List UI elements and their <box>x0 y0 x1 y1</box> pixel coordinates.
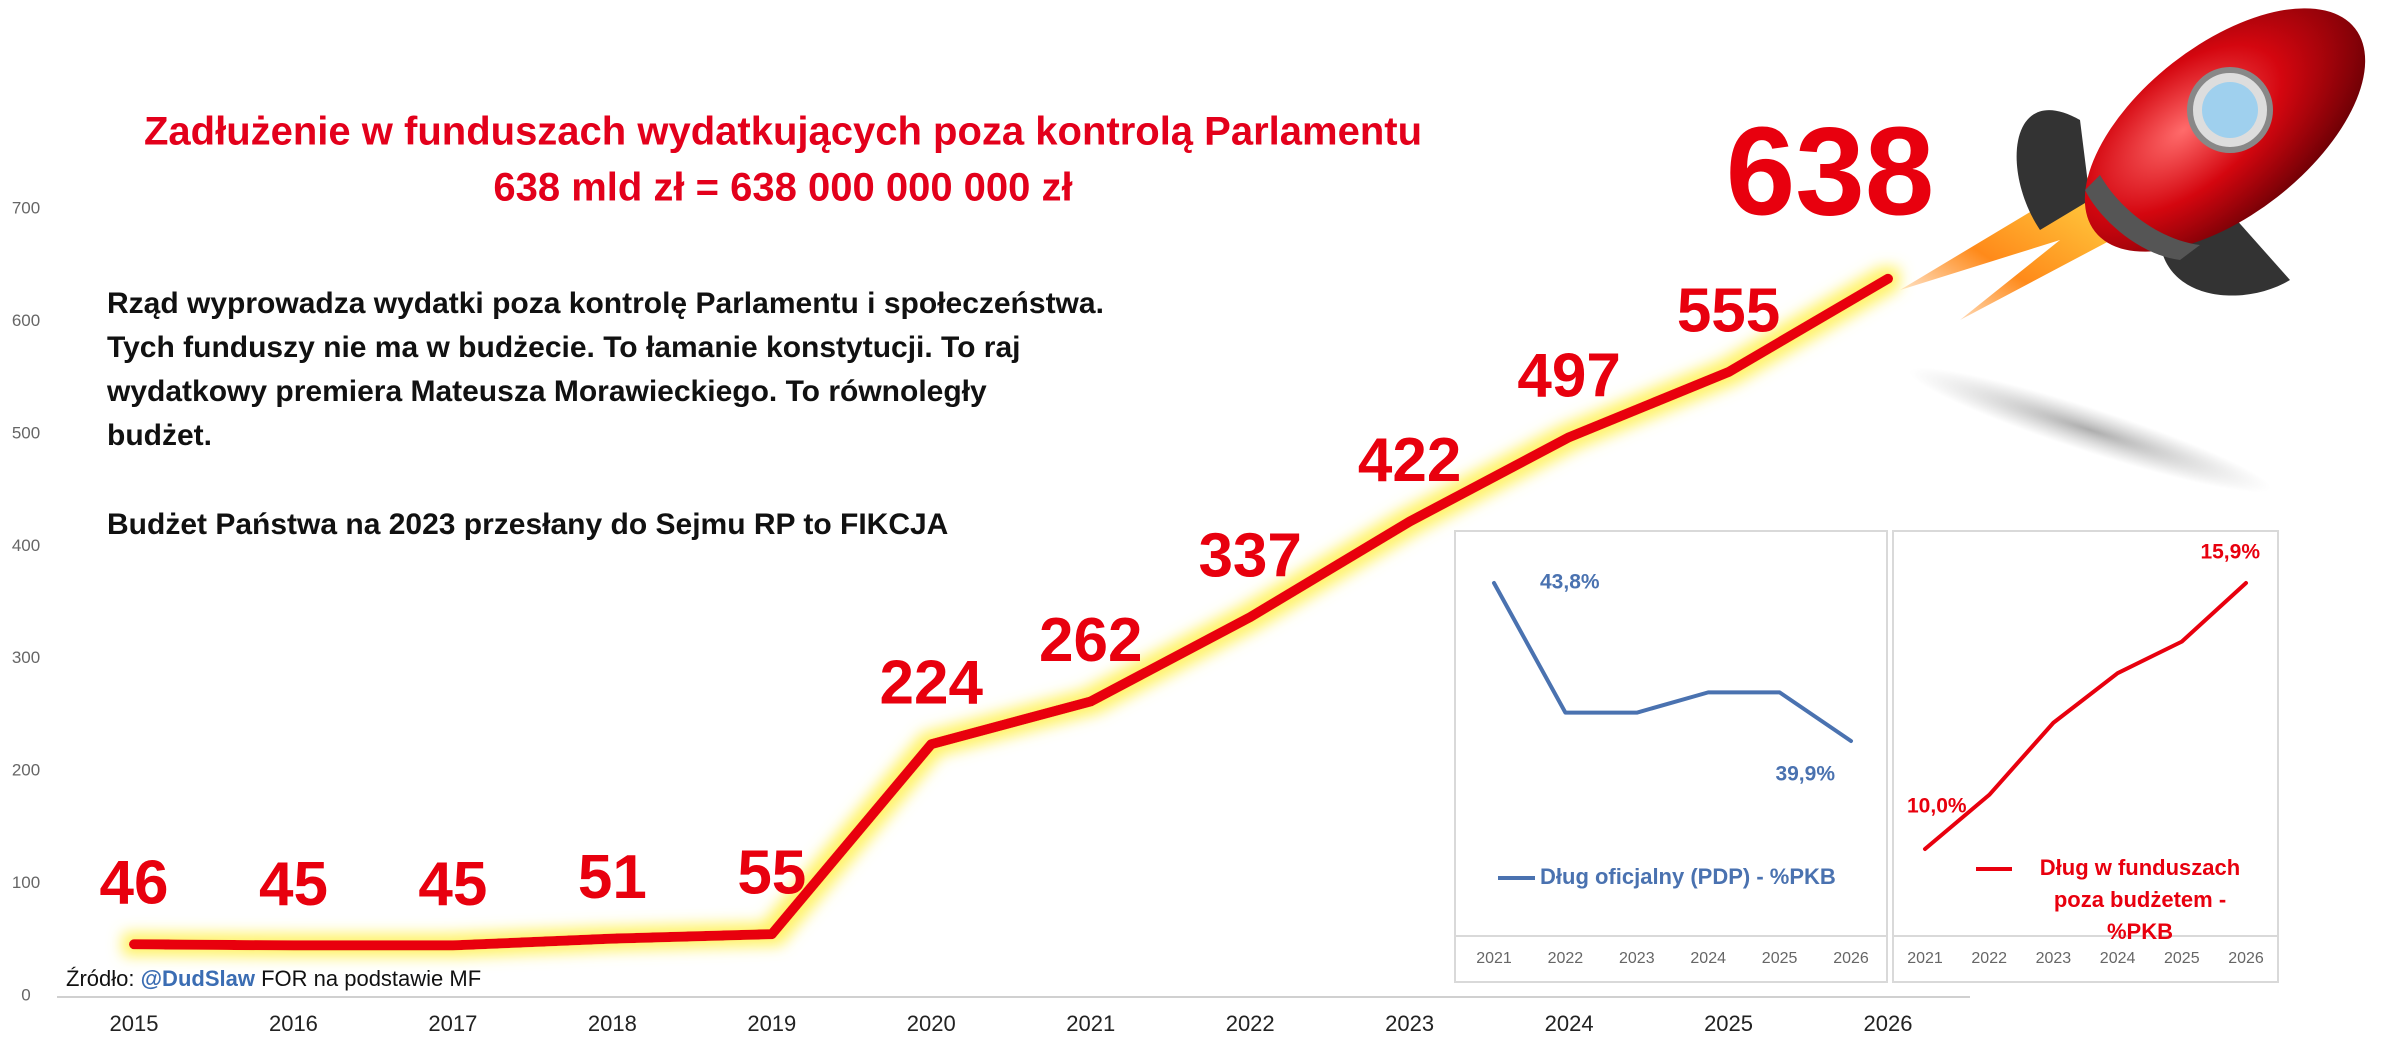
data-label: 555 <box>1677 276 1780 345</box>
x-tick-label: 2024 <box>2100 950 2136 967</box>
source-suffix: FOR na podstawie MF <box>261 966 482 991</box>
x-tick-label: 2020 <box>907 1011 956 1036</box>
data-line <box>129 273 1893 951</box>
x-tick-label: 2025 <box>1704 1011 1753 1036</box>
data-label: 55 <box>737 839 806 908</box>
inset-frame <box>1454 530 1888 983</box>
x-tick-label: 2021 <box>1476 950 1512 967</box>
chart-subtitle: 638 mld zł = 638 000 000 000 zł <box>493 166 1072 210</box>
x-tick-label: 2022 <box>1971 950 2007 967</box>
x-tick-label: 2025 <box>1762 950 1798 967</box>
data-line <box>1492 581 1853 743</box>
y-tick-label: 200 <box>12 761 40 780</box>
x-tick-label: 2018 <box>588 1011 637 1036</box>
x-tick-label: 2021 <box>1907 950 1943 967</box>
data-label: 337 <box>1198 521 1301 590</box>
rocket <box>1900 8 2366 493</box>
x-tick-label: 2016 <box>269 1011 318 1036</box>
data-label: 262 <box>1039 606 1142 675</box>
paragraph-line: budżet. <box>107 419 212 452</box>
legend-label: Dług oficjalny (PDP) - %PKB <box>1540 864 1836 889</box>
data-label: 45 <box>418 850 487 919</box>
data-label: 497 <box>1517 342 1620 411</box>
source-prefix: Źródło: <box>66 966 135 991</box>
source: Źródło: @DudSlaw FOR na podstawie MF <box>66 964 481 994</box>
y-tick-label: 500 <box>12 423 40 442</box>
data-line <box>1923 581 2248 851</box>
paragraph-line: Rząd wyprowadza wydatki poza kontrolę Pa… <box>107 287 1104 320</box>
data-label: 422 <box>1358 426 1461 495</box>
data-label: 224 <box>880 649 984 718</box>
x-tick-label: 2019 <box>747 1011 796 1036</box>
y-tick-label: 600 <box>12 311 40 330</box>
paragraph: Budżet Państwa na 2023 przesłany do Sejm… <box>107 508 949 541</box>
data-label: 10,0% <box>1907 795 1967 818</box>
x-tick-label: 2026 <box>2228 950 2264 967</box>
x-tick-label: 2023 <box>2036 950 2072 967</box>
x-tick-label: 2023 <box>1619 950 1655 967</box>
data-label: 45 <box>259 850 328 919</box>
data-label: 43,8% <box>1540 571 1600 594</box>
data-label: 638 <box>1726 103 1935 242</box>
x-tick-label: 2015 <box>110 1011 159 1036</box>
x-tick-label: 2025 <box>2164 950 2200 967</box>
x-tick-label: 2026 <box>1833 950 1869 967</box>
y-tick-label: 400 <box>12 536 40 555</box>
data-label: 39,9% <box>1775 763 1835 786</box>
x-tick-label: 2024 <box>1545 1011 1594 1036</box>
x-tick-label: 2022 <box>1548 950 1584 967</box>
paragraph: Rząd wyprowadza wydatki poza kontrolę Pa… <box>107 282 1104 458</box>
x-tick-label: 2017 <box>428 1011 477 1036</box>
inset-frame <box>1892 530 2279 983</box>
legend-label: Dług w funduszach poza budżetem - %PKB <box>2039 855 2241 944</box>
x-tick-label: 2021 <box>1066 1011 1115 1036</box>
y-tick-label: 0 <box>21 985 30 1004</box>
y-tick-label: 300 <box>12 648 40 667</box>
data-label: 46 <box>100 849 169 918</box>
paragraph-line: Tych funduszy nie ma w budżecie. To łama… <box>107 331 1021 364</box>
y-tick-label: 100 <box>12 873 40 892</box>
data-label: 51 <box>578 843 647 912</box>
y-tick-label: 700 <box>12 198 40 217</box>
chart-title: Zadłużenie w funduszach wydatkujących po… <box>144 110 1422 154</box>
x-tick-label: 2024 <box>1690 950 1726 967</box>
source-handle: @DudSlaw <box>140 966 255 991</box>
paragraph-line: wydatkowy premiera Mateusza Morawieckieg… <box>107 375 987 408</box>
x-tick-label: 2026 <box>1864 1011 1913 1036</box>
data-label: 15,9% <box>2200 541 2260 564</box>
x-tick-label: 2023 <box>1385 1011 1434 1036</box>
x-tick-label: 2022 <box>1226 1011 1275 1036</box>
